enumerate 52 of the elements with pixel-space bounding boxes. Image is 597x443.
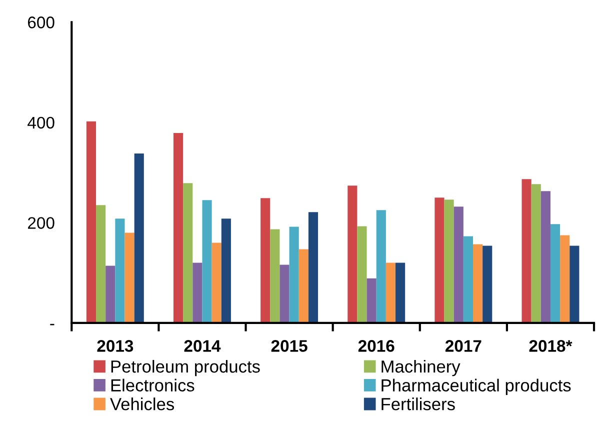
bar <box>434 198 444 323</box>
y-tick-label: 200 <box>28 217 54 229</box>
legend-label: Electronics <box>111 378 194 392</box>
bar <box>366 278 376 323</box>
y-tick-label: 600 <box>28 16 54 28</box>
bar <box>444 200 454 323</box>
x-tick-label: 2015 <box>271 340 308 352</box>
bar <box>560 235 570 323</box>
bar <box>473 244 483 323</box>
bar <box>115 218 125 323</box>
bar <box>270 229 280 323</box>
y-tick-label: - <box>50 324 54 326</box>
bar <box>221 218 231 323</box>
legend-label: Fertilisers <box>382 398 455 410</box>
bar <box>550 224 560 323</box>
bar <box>124 232 134 323</box>
bar <box>183 183 193 323</box>
legend-label: Petroleum products <box>111 360 260 376</box>
bar <box>570 246 580 323</box>
x-tick-label: 2013 <box>97 340 134 352</box>
bar <box>174 132 184 323</box>
x-tick-label: 2016 <box>358 340 394 352</box>
bar <box>86 121 96 323</box>
bar <box>386 262 396 323</box>
x-tick-label: 2014 <box>184 340 221 352</box>
bar <box>260 198 270 323</box>
legend-label: Vehicles <box>110 398 174 410</box>
bar <box>212 242 222 323</box>
bar <box>106 266 116 323</box>
bar <box>540 191 550 323</box>
bar <box>376 210 386 323</box>
bar <box>134 154 144 323</box>
bar <box>454 206 464 323</box>
bar <box>396 262 406 323</box>
x-tick-label: 2017 <box>445 340 482 352</box>
bar <box>308 212 318 323</box>
legend-label: Machinery <box>382 360 460 376</box>
bar <box>96 205 106 323</box>
legend-label: Pharmaceutical products <box>382 378 571 395</box>
y-tick-label: 400 <box>28 116 54 129</box>
bar <box>348 186 358 323</box>
bar <box>289 226 299 323</box>
bar <box>298 249 308 323</box>
x-tick-label: 2018* <box>529 340 572 352</box>
bar <box>280 264 290 323</box>
bar <box>531 184 541 323</box>
bar <box>482 246 492 323</box>
bar <box>357 226 367 323</box>
bar <box>463 236 473 323</box>
bar <box>202 200 212 323</box>
bar <box>192 262 202 323</box>
bar <box>522 179 532 323</box>
